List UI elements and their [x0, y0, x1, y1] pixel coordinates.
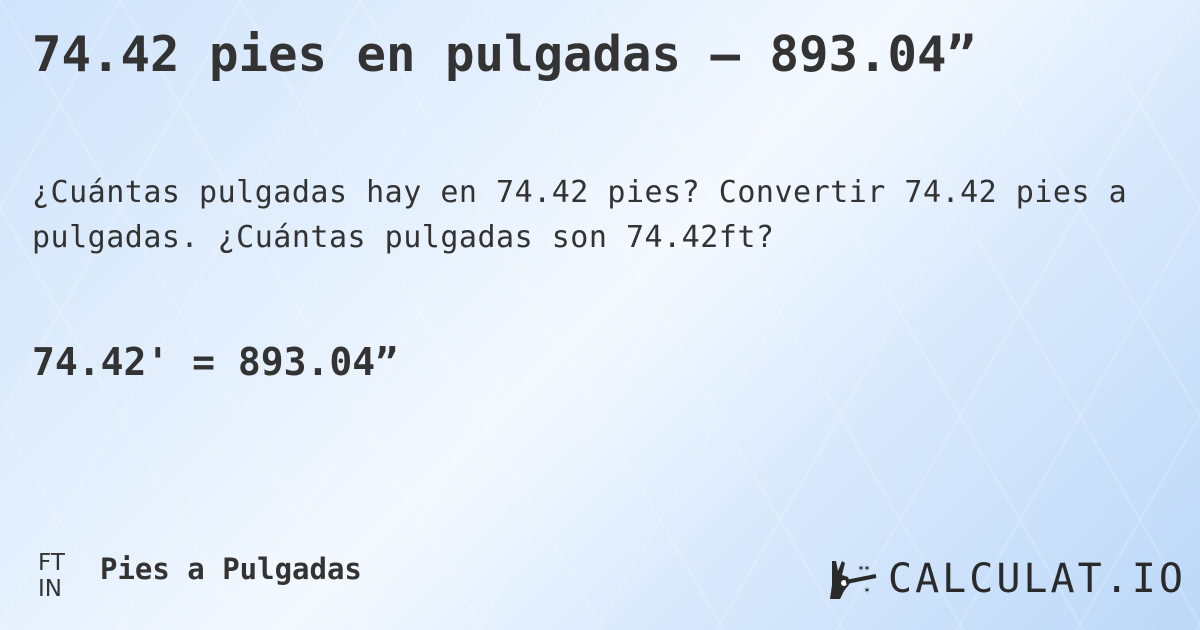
category-link[interactable]: Pies a Pulgadas	[100, 552, 362, 586]
svg-text:✶: ✶	[864, 585, 870, 596]
conversion-result: 74.42' = 893.04”	[32, 340, 399, 384]
calculat-logo[interactable]: ✶✶ ✶ CALCULAT.IO	[828, 556, 1186, 602]
svg-text:✶✶: ✶✶	[858, 563, 870, 574]
description: ¿Cuántas pulgadas hay en 74.42 pies? Con…	[32, 175, 1128, 255]
ft-in-icon: FT IN	[38, 550, 65, 602]
ft-label: FT	[38, 550, 65, 576]
page-title: 74.42 pies en pulgadas — 893.04”	[32, 26, 977, 83]
magic-hand-wand-icon: ✶✶ ✶	[830, 561, 877, 599]
logo-text: CALCULAT.IO	[888, 556, 1186, 602]
in-label: IN	[38, 576, 62, 602]
